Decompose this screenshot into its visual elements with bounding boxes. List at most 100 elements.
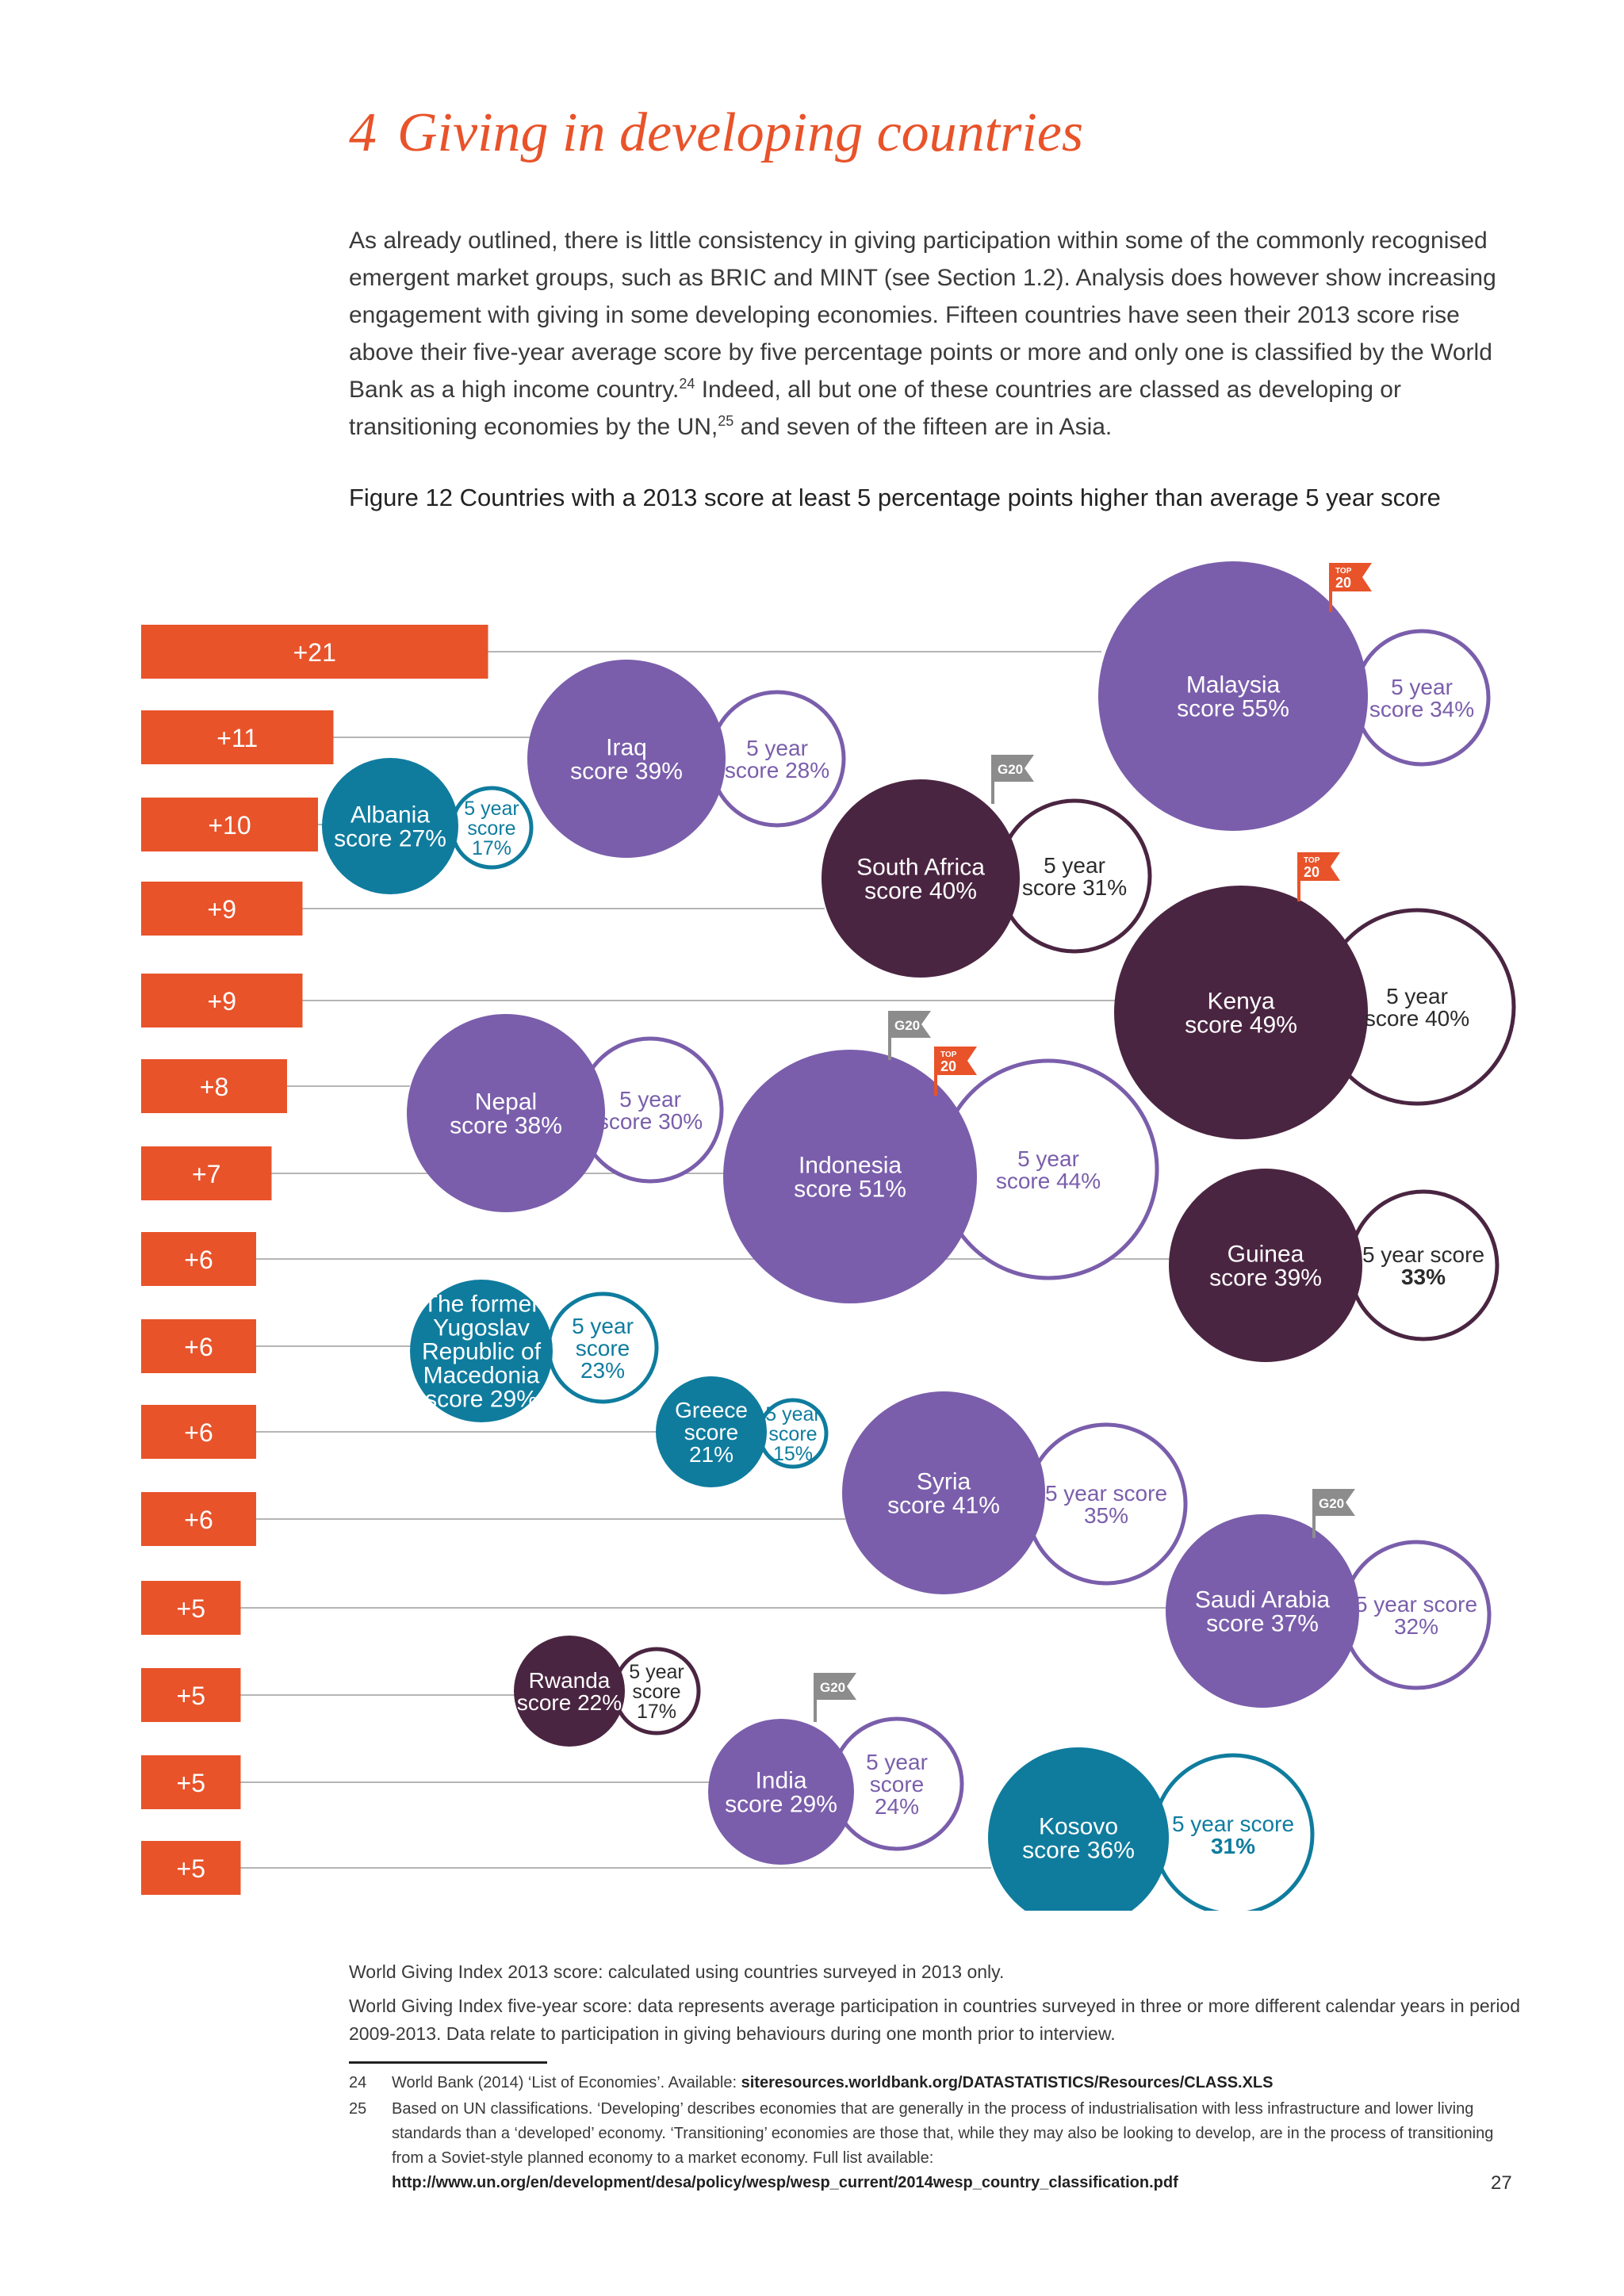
score-2013-bubble — [1169, 1169, 1362, 1362]
country-label: Kosovo — [1039, 1814, 1118, 1840]
five-year-label: 5 year score — [1362, 1242, 1484, 1267]
five-year-label: 17% — [637, 1701, 676, 1723]
score-2013-bubble — [988, 1747, 1169, 1911]
footnote-ref-24[interactable]: 24 — [679, 376, 695, 392]
score-2013-bubble — [842, 1391, 1045, 1594]
difference-bar — [141, 625, 488, 679]
g20-flag-label: G20 — [1319, 1496, 1344, 1511]
difference-bar-label: +6 — [184, 1246, 213, 1274]
country-label: score 36% — [1022, 1838, 1135, 1864]
difference-bar-label: +11 — [216, 724, 258, 752]
footnote-text: Based on UN classifications. ‘Developing… — [392, 2097, 1522, 2195]
five-year-label: 31% — [1211, 1834, 1255, 1858]
country-label: India — [755, 1768, 806, 1794]
country-label: score 29% — [425, 1387, 538, 1413]
score-2013-bubble — [527, 660, 726, 858]
five-year-label: 5 year — [765, 1403, 820, 1425]
section-title-text: Giving in developing countries — [397, 102, 1084, 163]
difference-bar-label: +7 — [192, 1160, 220, 1188]
footnote-ref-25[interactable]: 25 — [718, 413, 734, 429]
five-year-label: 5 year — [1044, 853, 1105, 878]
country-label: score 22% — [517, 1690, 622, 1715]
country-label: score 39% — [1209, 1265, 1322, 1292]
country-label: Guinea — [1228, 1242, 1304, 1268]
country-label: Albania — [350, 802, 430, 828]
footnote-number: 24 — [349, 2074, 367, 2091]
score-2013-bubble — [708, 1719, 854, 1865]
five-year-label: 23% — [580, 1358, 625, 1383]
country-label: score 27% — [334, 826, 446, 852]
score-2013-bubble — [514, 1636, 625, 1747]
difference-bar — [141, 710, 334, 764]
top20-flag-label: TOP — [1304, 856, 1320, 865]
country-label: Rwanda — [529, 1668, 611, 1693]
difference-bar — [141, 1581, 241, 1635]
score-2013-bubble — [322, 758, 458, 894]
difference-bar-label: +9 — [208, 987, 236, 1016]
country-label: score 51% — [794, 1177, 906, 1203]
five-year-label: 5 year — [629, 1661, 684, 1683]
difference-bar-label: +21 — [293, 638, 336, 667]
difference-bar-label: +10 — [208, 811, 251, 840]
intro-text-3: and seven of the fifteen are in Asia. — [733, 414, 1113, 440]
country-label: Nepal — [475, 1089, 537, 1115]
five-year-label: 17% — [472, 837, 511, 859]
country-label: score 49% — [1185, 1012, 1297, 1039]
difference-bar — [141, 1755, 241, 1809]
score-2013-bubble — [723, 1050, 977, 1303]
five-year-label: 5 year — [572, 1314, 634, 1338]
difference-bar — [141, 1059, 287, 1113]
five-year-label: score 31% — [1022, 875, 1127, 900]
top20-flag-label: 20 — [1304, 864, 1320, 880]
five-year-label: 5 year — [1386, 984, 1448, 1008]
difference-bar-label: +9 — [208, 895, 236, 924]
difference-bar-label: +5 — [177, 1682, 205, 1710]
footnote-link[interactable]: http://www.un.org/en/development/desa/po… — [392, 2174, 1178, 2191]
country-label: score 40% — [864, 878, 977, 905]
g20-flag-label: G20 — [820, 1680, 845, 1695]
five-year-label: score 34% — [1369, 697, 1474, 721]
note-five-year-score: World Giving Index five-year score: data… — [349, 1996, 1521, 2044]
footnote-number: 25 — [349, 2100, 367, 2118]
country-label: score 37% — [1206, 1611, 1319, 1637]
difference-bar — [141, 1232, 256, 1286]
five-year-label: 24% — [875, 1794, 919, 1819]
g20-flag-icon — [993, 755, 1034, 782]
difference-bar — [141, 974, 303, 1027]
five-year-label: 5 year — [464, 798, 519, 820]
country-label: Syria — [917, 1469, 971, 1495]
top20-flag-icon — [1299, 852, 1340, 881]
five-year-label: 15% — [773, 1443, 813, 1465]
country-label: Greece — [675, 1398, 748, 1422]
footnote-body: Based on UN classifications. ‘Developing… — [392, 2100, 1494, 2167]
difference-bar-label: +5 — [177, 1854, 205, 1883]
country-label: South Africa — [856, 855, 985, 881]
footnote-divider — [349, 2061, 547, 2064]
top20-flag-label: TOP — [940, 1050, 957, 1059]
five-year-label: 5 year score — [1172, 1812, 1294, 1836]
difference-bar — [141, 798, 318, 851]
five-year-label: 5 year — [1017, 1146, 1079, 1171]
five-year-label: 5 year score — [1045, 1481, 1167, 1506]
country-label: score 29% — [725, 1792, 837, 1818]
top20-flag-label: 20 — [1335, 575, 1351, 591]
country-label: score 41% — [887, 1493, 1000, 1519]
difference-bar — [141, 882, 303, 936]
five-year-label: score 28% — [725, 758, 829, 783]
top20-flag-icon — [936, 1047, 977, 1075]
five-year-label: score 30% — [598, 1109, 703, 1134]
note-2013-score: World Giving Index 2013 score: calculate… — [349, 1961, 1005, 1982]
difference-bar-label: +6 — [184, 1506, 213, 1534]
difference-bar — [141, 1668, 241, 1722]
difference-bar — [141, 1841, 241, 1895]
section-title: 4 Giving in developing countries — [349, 101, 1083, 165]
figure-caption: Figure 12 Countries with a 2013 score at… — [349, 484, 1441, 511]
difference-bar-label: +5 — [177, 1594, 205, 1623]
country-label: Indonesia — [799, 1153, 902, 1179]
footnote-link[interactable]: siteresources.worldbank.org/DATASTATISTI… — [741, 2074, 1274, 2091]
footnote-text: World Bank (2014) ‘List of Economies’. A… — [392, 2071, 1274, 2095]
intro-text-1: As already outlined, there is little con… — [349, 228, 1496, 403]
g20-flag-label: G20 — [894, 1018, 920, 1033]
five-year-label: 35% — [1084, 1503, 1128, 1528]
country-label: Macedonia — [423, 1363, 540, 1389]
